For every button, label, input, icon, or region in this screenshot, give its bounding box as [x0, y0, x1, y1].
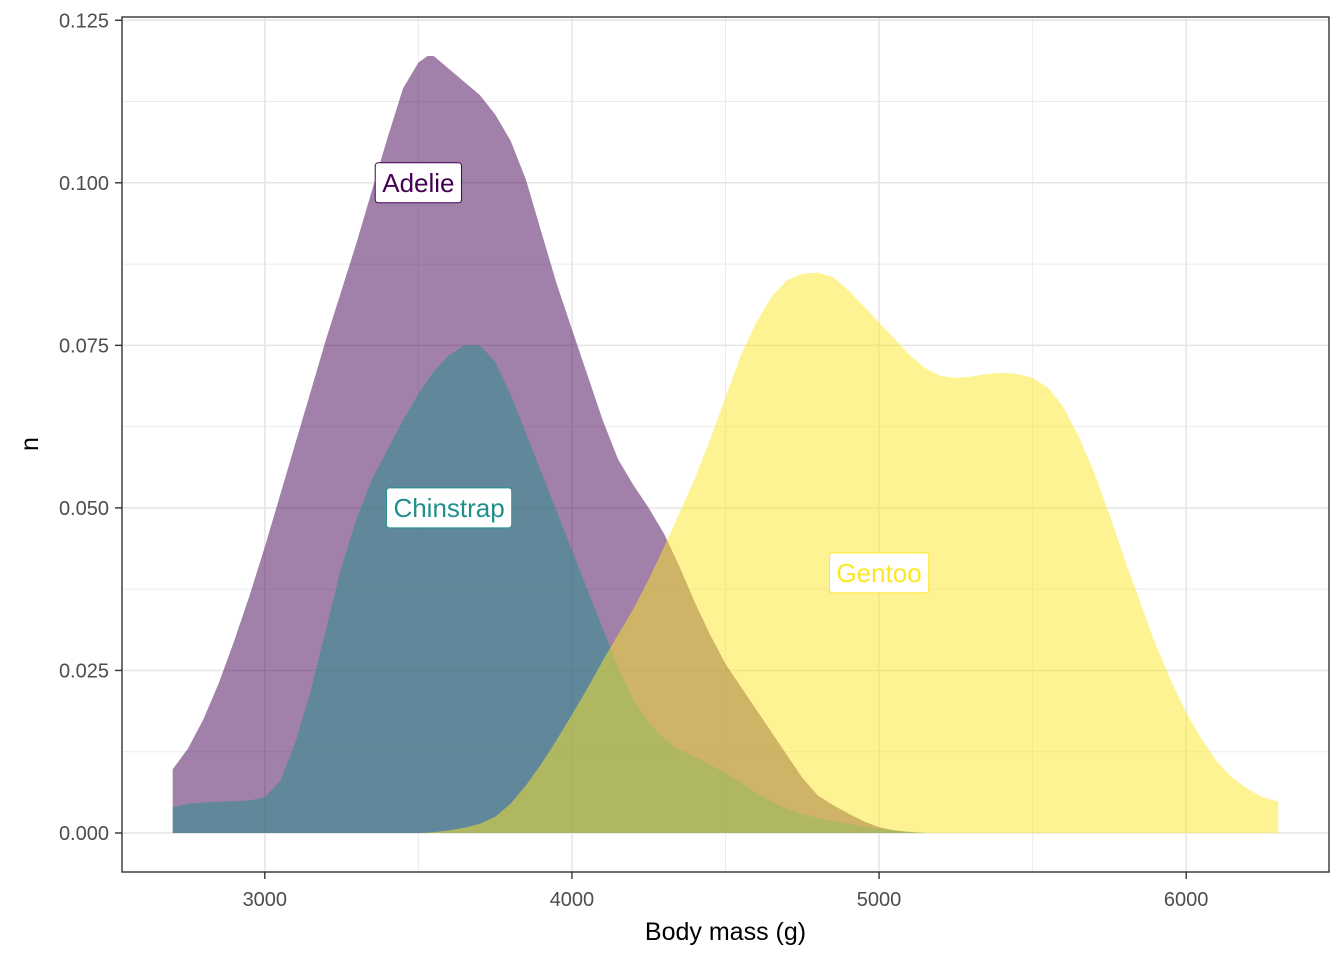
- density-area-chinstrap: [172, 345, 935, 833]
- x-tick-label: 3000: [243, 889, 288, 911]
- series-label-text: Adelie: [382, 168, 454, 198]
- x-axis-title: Body mass (g): [645, 918, 806, 946]
- plot-panel-border: [121, 16, 1330, 873]
- series-label-chinstrap: Chinstrap: [385, 487, 513, 529]
- series-label-box: [374, 162, 463, 204]
- y-tick-label: 0.100: [59, 173, 109, 195]
- series-label-gentoo: Gentoo: [828, 552, 930, 594]
- y-tick-label: 0.075: [59, 335, 109, 357]
- series-labels: Adelie Chinstrap Gentoo: [374, 162, 930, 594]
- y-axis: 0.000 0.025 0.050 0.075 0.100 0.125: [59, 10, 122, 845]
- x-tick-label: 5000: [857, 889, 902, 911]
- y-axis-title: n: [16, 437, 44, 451]
- series-label-text: Chinstrap: [393, 493, 504, 523]
- series-label-box: [385, 487, 513, 529]
- x-tick-label: 4000: [550, 889, 595, 911]
- series-label-adelie: Adelie: [374, 162, 463, 204]
- series-label-text: Gentoo: [836, 558, 921, 588]
- x-axis: 3000 4000 5000 6000: [243, 872, 1209, 911]
- y-tick-label: 0.025: [59, 660, 109, 682]
- series-label-box: [828, 552, 930, 594]
- y-tick-label: 0.050: [59, 498, 109, 520]
- x-tick-label: 6000: [1164, 889, 1209, 911]
- y-tick-label: 0.000: [59, 823, 109, 845]
- y-tick-label: 0.125: [59, 10, 109, 32]
